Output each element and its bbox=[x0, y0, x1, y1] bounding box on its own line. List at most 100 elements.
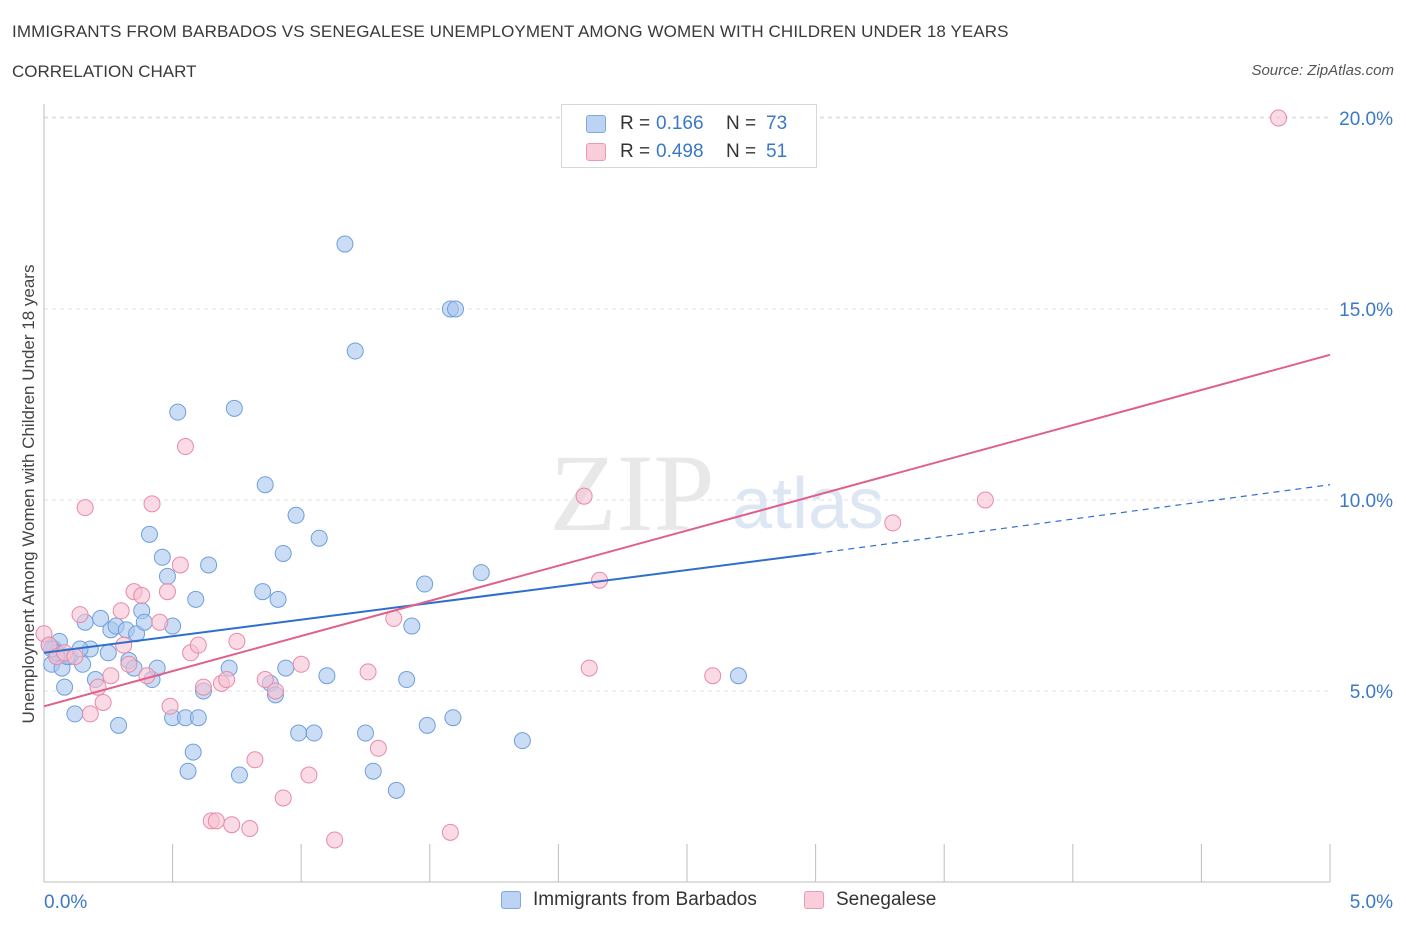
barbados-point bbox=[274, 544, 292, 562]
watermark: ZIP atlas bbox=[550, 432, 885, 554]
x-tick-labels: 0.0% 5.0% bbox=[44, 892, 1393, 913]
barbados-point bbox=[99, 644, 117, 662]
senegalese-point bbox=[76, 499, 94, 517]
legend-r-label: R = bbox=[620, 141, 651, 162]
senegalese-point bbox=[133, 587, 151, 604]
barbados-point bbox=[269, 590, 287, 608]
legend-row-barbados: R = 0.166 N = 73 bbox=[586, 111, 787, 137]
senegalese-point bbox=[151, 613, 169, 631]
senegalese-point bbox=[300, 766, 318, 784]
senegalese-point bbox=[189, 636, 207, 654]
axes bbox=[43, 104, 1331, 883]
legend-label-barbados: Immigrants from Barbados bbox=[533, 889, 757, 910]
senegalese-point bbox=[359, 663, 377, 681]
barbados-point bbox=[387, 781, 405, 799]
senegalese-point bbox=[575, 487, 593, 505]
legend-item-barbados[interactable]: Immigrants from Barbados bbox=[501, 889, 757, 911]
senegalese-point bbox=[266, 682, 284, 700]
legend-swatch-senegalese bbox=[804, 891, 824, 909]
watermark-zip: ZIP bbox=[550, 432, 715, 554]
barbados-point bbox=[290, 724, 308, 742]
y-tick-label: 10.0% bbox=[1339, 491, 1393, 512]
legend-n-value: 51 bbox=[766, 141, 788, 162]
legend-row-senegalese: R = 0.498 N = 51 bbox=[586, 139, 787, 165]
barbados-point bbox=[230, 766, 248, 784]
barbados-point bbox=[179, 762, 197, 780]
senegalese-point bbox=[246, 751, 264, 769]
barbados-point bbox=[56, 678, 74, 696]
senegalese-point bbox=[161, 697, 179, 715]
senegalese-point bbox=[976, 491, 994, 509]
source-label: Source: ZipAtlas.com bbox=[1251, 62, 1394, 79]
legend-n-label: N = bbox=[726, 113, 757, 134]
senegalese-point bbox=[369, 739, 387, 757]
legend-swatch-senegalese bbox=[586, 143, 606, 161]
barbados-point bbox=[357, 724, 374, 742]
barbados-point bbox=[189, 709, 207, 727]
x-tick-label: 0.0% bbox=[44, 892, 87, 913]
senegalese-point bbox=[66, 648, 84, 666]
series-legend: Immigrants from Barbados Senegalese bbox=[0, 889, 1406, 915]
senegalese-point bbox=[171, 556, 189, 574]
barbados-point bbox=[225, 399, 243, 417]
legend-n-value: 73 bbox=[766, 113, 788, 134]
barbados-point bbox=[256, 476, 274, 494]
legend-swatch-barbados bbox=[501, 891, 521, 909]
legend-label-senegalese: Senegalese bbox=[836, 889, 937, 910]
y-tick-label: 5.0% bbox=[1350, 682, 1393, 703]
barbados-point bbox=[403, 617, 421, 635]
y-tick-label: 20.0% bbox=[1339, 109, 1393, 130]
senegalese-point bbox=[207, 812, 225, 830]
senegalese-point bbox=[112, 602, 130, 620]
barbados-point bbox=[444, 709, 462, 727]
senegalese-point bbox=[441, 823, 459, 841]
senegalese-point bbox=[81, 705, 99, 723]
barbados-point bbox=[153, 548, 171, 566]
x-tick-label: 5.0% bbox=[1350, 892, 1393, 913]
barbados-point bbox=[305, 724, 323, 742]
senegalese-point bbox=[143, 495, 161, 513]
senegalese-point bbox=[704, 667, 722, 685]
legend-n-label: N = bbox=[726, 141, 757, 162]
barbados-point bbox=[66, 705, 84, 723]
senegalese-point bbox=[102, 667, 120, 685]
legend-r-value: 0.498 bbox=[656, 141, 704, 162]
barbados-point bbox=[447, 300, 465, 318]
barbados-point bbox=[310, 529, 328, 547]
barbados-point bbox=[416, 575, 434, 593]
senegalese-point bbox=[326, 831, 344, 849]
barbados-point bbox=[92, 609, 110, 627]
senegalese-point bbox=[223, 816, 241, 834]
senegalese-point bbox=[194, 678, 212, 696]
senegalese-point bbox=[115, 636, 133, 654]
senegalese-point bbox=[228, 632, 246, 650]
legend-item-senegalese[interactable]: Senegalese bbox=[804, 889, 936, 911]
y-tick-label: 15.0% bbox=[1339, 300, 1393, 321]
barbados-point bbox=[158, 567, 176, 585]
senegalese-point bbox=[241, 820, 259, 838]
legend-r-value: 0.166 bbox=[656, 113, 704, 134]
barbados-point bbox=[729, 667, 747, 685]
barbados-point bbox=[187, 590, 205, 608]
senegalese-point bbox=[292, 655, 310, 673]
y-axis-label: Unemployment Among Women with Children U… bbox=[19, 265, 38, 724]
legend-r-label: R = bbox=[620, 113, 651, 134]
barbados-point bbox=[184, 743, 202, 761]
chart-subtitle: CORRELATION CHART bbox=[12, 62, 197, 81]
barbados-point bbox=[200, 556, 218, 574]
senegalese-point bbox=[218, 671, 236, 689]
barbados-trend-extension bbox=[815, 484, 1331, 555]
barbados-point bbox=[418, 716, 436, 734]
barbados-point bbox=[135, 613, 153, 631]
senegalese-point bbox=[94, 693, 112, 711]
barbados-trend-line bbox=[43, 552, 816, 654]
barbados-point bbox=[169, 403, 187, 421]
senegalese-point bbox=[884, 514, 902, 532]
watermark-atlas: atlas bbox=[732, 464, 884, 544]
barbados-point bbox=[254, 583, 272, 601]
barbados-point bbox=[472, 564, 490, 582]
senegalese-point bbox=[274, 789, 292, 807]
barbados-point bbox=[140, 525, 158, 543]
y-tick-labels: 5.0% 10.0% 15.0% 20.0% bbox=[1339, 109, 1393, 703]
